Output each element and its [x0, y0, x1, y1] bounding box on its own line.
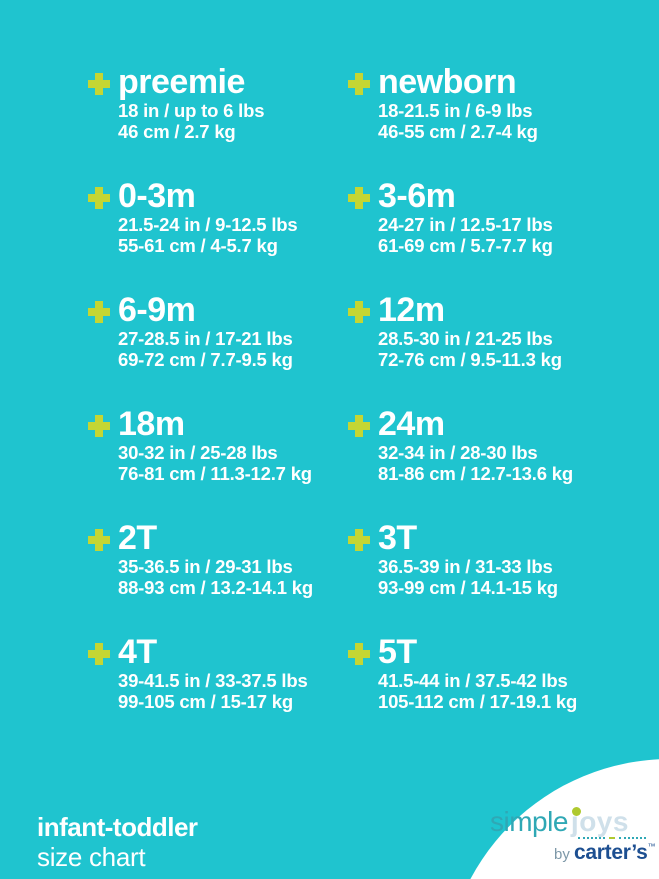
size-detail-imperial: 30-32 in / 25-28 lbs — [118, 442, 278, 463]
dot-group-left — [578, 837, 605, 839]
size-entry-3T: 3T 36.5-39 in / 31-33 lbs 93-99 cm / 14.… — [348, 520, 558, 598]
size-entry-text: 2T 35-36.5 in / 29-31 lbs 88-93 cm / 13.… — [118, 520, 313, 598]
logo-joy-dot-icon — [571, 807, 581, 816]
size-entry-4T: 4T 39-41.5 in / 33-37.5 lbs 99-105 cm / … — [88, 634, 308, 712]
size-detail-metric: 88-93 cm / 13.2-14.1 kg — [118, 577, 313, 598]
size-detail-metric: 99-105 cm / 15-17 kg — [118, 691, 293, 712]
size-label: 12m — [378, 291, 445, 329]
size-entry-0-3m: 0-3m 21.5-24 in / 9-12.5 lbs 55-61 cm / … — [88, 177, 298, 256]
chart-title-line1: infant-toddler — [37, 812, 198, 842]
dot-dash-center — [609, 837, 615, 839]
size-label: preemie — [118, 63, 245, 101]
size-label: 0-3m — [118, 177, 196, 215]
chart-title: infant-toddler size chart — [37, 812, 198, 872]
logo-text-by: by — [554, 846, 575, 863]
size-label: 3-6m — [378, 177, 456, 215]
plus-icon — [348, 301, 370, 323]
size-label: 4T — [118, 633, 157, 671]
size-entry-newborn: newborn 18-21.5 in / 6-9 lbs 46-55 cm / … — [348, 64, 538, 142]
size-entry-2T: 2T 35-36.5 in / 29-31 lbs 88-93 cm / 13.… — [88, 520, 313, 598]
size-entry-text: 4T 39-41.5 in / 33-37.5 lbs 99-105 cm / … — [118, 634, 308, 712]
size-detail-metric: 61-69 cm / 5.7-7.7 kg — [378, 235, 553, 256]
size-detail-imperial: 18 in / up to 6 lbs — [118, 100, 265, 121]
size-detail-imperial: 36.5-39 in / 31-33 lbs — [378, 556, 553, 577]
size-entry-24m: 24m 32-34 in / 28-30 lbs 81-86 cm / 12.7… — [348, 406, 573, 484]
size-label: 24m — [378, 405, 445, 443]
size-entry-text: 0-3m 21.5-24 in / 9-12.5 lbs 55-61 cm / … — [118, 177, 298, 256]
size-label: 18m — [118, 405, 185, 443]
size-detail-metric: 105-112 cm / 17-19.1 kg — [378, 691, 578, 712]
size-detail-metric: 76-81 cm / 11.3-12.7 kg — [118, 463, 312, 484]
size-entry-text: 3-6m 24-27 in / 12.5-17 lbs 61-69 cm / 5… — [378, 178, 553, 256]
size-entry-text: 6-9m 27-28.5 in / 17-21 lbs 69-72 cm / 7… — [118, 292, 293, 370]
size-label: 6-9m — [118, 291, 196, 329]
size-label: 2T — [118, 519, 157, 557]
size-detail-imperial: 28.5-30 in / 21-25 lbs — [378, 328, 553, 349]
logo-text-carters: carter’s — [574, 841, 648, 864]
size-detail-imperial: 18-21.5 in / 6-9 lbs — [378, 100, 533, 121]
plus-icon — [348, 415, 370, 437]
size-entry-preemie: preemie 18 in / up to 6 lbs 46 cm / 2.7 … — [88, 64, 264, 142]
size-entry-text: 24m 32-34 in / 28-30 lbs 81-86 cm / 12.7… — [378, 406, 573, 484]
brand-logo-byline: by carter’s™ — [554, 841, 656, 865]
plus-icon — [88, 187, 110, 209]
plus-icon — [88, 643, 110, 665]
size-detail-metric: 81-86 cm / 12.7-13.6 kg — [378, 463, 573, 484]
size-entry-text: 18m 30-32 in / 25-28 lbs 76-81 cm / 11.3… — [118, 406, 312, 484]
size-entry-text: newborn 18-21.5 in / 6-9 lbs 46-55 cm / … — [378, 64, 538, 142]
size-detail-metric: 69-72 cm / 7.7-9.5 kg — [118, 349, 293, 370]
size-entry-18m: 18m 30-32 in / 25-28 lbs 76-81 cm / 11.3… — [88, 406, 312, 484]
size-entry-12m: 12m 28.5-30 in / 21-25 lbs 72-76 cm / 9.… — [348, 292, 562, 370]
size-detail-imperial: 27-28.5 in / 17-21 lbs — [118, 328, 293, 349]
size-entry-6-9m: 6-9m 27-28.5 in / 17-21 lbs 69-72 cm / 7… — [88, 292, 293, 370]
trademark-symbol: ™ — [647, 842, 656, 851]
size-label: newborn — [378, 63, 517, 101]
size-detail-metric: 46 cm / 2.7 kg — [118, 121, 236, 142]
size-detail-imperial: 21.5-24 in / 9-12.5 lbs — [118, 214, 298, 235]
size-detail-imperial: 41.5-44 in / 37.5-42 lbs — [378, 670, 568, 691]
size-detail-metric: 46-55 cm / 2.7-4 kg — [378, 121, 538, 142]
size-label: 5T — [378, 633, 417, 671]
plus-icon — [88, 301, 110, 323]
plus-icon — [88, 415, 110, 437]
size-detail-imperial: 32-34 in / 28-30 lbs — [378, 442, 538, 463]
plus-icon — [348, 643, 370, 665]
chart-title-line2: size chart — [37, 842, 146, 872]
plus-icon — [88, 73, 110, 95]
size-entry-text: 5T 41.5-44 in / 37.5-42 lbs 105-112 cm /… — [378, 634, 577, 712]
brand-logo-wordmark: simple joys — [490, 806, 629, 838]
size-entry-text: 12m 28.5-30 in / 21-25 lbs 72-76 cm / 9.… — [378, 292, 562, 370]
size-entry-text: 3T 36.5-39 in / 31-33 lbs 93-99 cm / 14.… — [378, 520, 558, 598]
size-detail-imperial: 35-36.5 in / 29-31 lbs — [118, 556, 293, 577]
size-entry-text: preemie 18 in / up to 6 lbs 46 cm / 2.7 … — [118, 64, 264, 142]
size-detail-imperial: 39-41.5 in / 33-37.5 lbs — [118, 670, 308, 691]
plus-icon — [348, 529, 370, 551]
size-detail-metric: 93-99 cm / 14.1-15 kg — [378, 577, 558, 598]
dot-group-right — [619, 837, 646, 839]
size-detail-metric: 55-61 cm / 4-5.7 kg — [118, 235, 278, 256]
plus-icon — [88, 529, 110, 551]
size-detail-metric: 72-76 cm / 9.5-11.3 kg — [378, 349, 562, 370]
plus-icon — [348, 187, 370, 209]
size-entry-3-6m: 3-6m 24-27 in / 12.5-17 lbs 61-69 cm / 5… — [348, 178, 553, 256]
logo-text-joys: joys — [570, 806, 629, 837]
plus-icon — [348, 73, 370, 95]
size-entry-5T: 5T 41.5-44 in / 37.5-42 lbs 105-112 cm /… — [348, 634, 577, 712]
size-detail-imperial: 24-27 in / 12.5-17 lbs — [378, 214, 553, 235]
size-label: 3T — [378, 519, 417, 557]
logo-dotted-underline — [578, 836, 646, 840]
logo-text-simple: simple — [490, 806, 568, 837]
